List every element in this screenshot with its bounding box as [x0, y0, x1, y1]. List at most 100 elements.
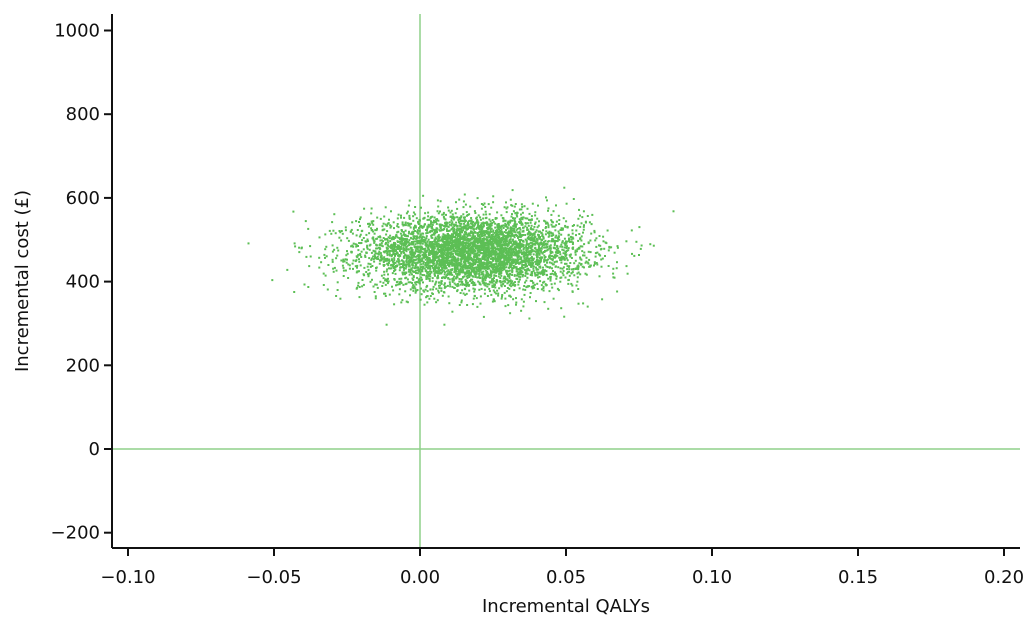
- scatter-point: [514, 212, 517, 215]
- scatter-point: [580, 263, 582, 266]
- scatter-point: [498, 272, 501, 275]
- scatter-point: [528, 269, 531, 272]
- scatter-point: [392, 236, 395, 239]
- scatter-point: [462, 206, 465, 209]
- scatter-point: [579, 225, 582, 228]
- scatter-point: [471, 266, 474, 269]
- scatter-point: [471, 242, 474, 245]
- scatter-point: [363, 266, 366, 269]
- scatter-point: [544, 220, 547, 223]
- scatter-point: [492, 230, 495, 233]
- scatter-point: [391, 258, 393, 261]
- scatter-point: [424, 212, 427, 215]
- scatter-point: [499, 252, 502, 255]
- scatter-point: [419, 233, 422, 236]
- scatter-point: [352, 259, 355, 262]
- scatter-point: [386, 247, 389, 250]
- scatter-point: [318, 256, 321, 259]
- scatter-point: [500, 244, 503, 247]
- scatter-point: [411, 277, 414, 280]
- scatter-point: [448, 259, 451, 262]
- scatter-point: [375, 283, 378, 286]
- scatter-point: [450, 238, 453, 241]
- scatter-point: [468, 245, 470, 248]
- scatter-point: [462, 240, 464, 243]
- scatter-point: [513, 289, 516, 292]
- scatter-point: [573, 224, 575, 227]
- scatter-point: [402, 264, 404, 267]
- scatter-point: [405, 235, 408, 238]
- scatter-point: [438, 263, 441, 266]
- scatter-point: [445, 248, 448, 251]
- scatter-point: [550, 234, 553, 237]
- scatter-point: [375, 243, 378, 246]
- scatter-point: [483, 255, 486, 258]
- scatter-point: [366, 238, 369, 241]
- scatter-point: [500, 270, 503, 273]
- scatter-point: [452, 279, 455, 282]
- scatter-point: [457, 235, 459, 237]
- scatter-point: [465, 266, 468, 269]
- scatter-point: [387, 280, 390, 283]
- scatter-point: [552, 234, 555, 237]
- scatter-point: [535, 256, 538, 258]
- scatter-point: [616, 245, 619, 248]
- scatter-point: [423, 303, 426, 306]
- scatter-point: [463, 245, 466, 248]
- scatter-point: [453, 282, 456, 285]
- scatter-point: [477, 214, 480, 217]
- scatter-point: [402, 260, 405, 263]
- scatter-point: [439, 262, 442, 265]
- scatter-point: [509, 198, 512, 201]
- scatter-point: [382, 281, 385, 284]
- scatter-point: [393, 261, 396, 264]
- scatter-point: [463, 263, 466, 266]
- scatter-point: [523, 251, 526, 254]
- scatter-point: [425, 254, 427, 257]
- scatter-point: [562, 270, 565, 272]
- scatter-point: [416, 266, 419, 269]
- scatter-point: [458, 304, 461, 306]
- scatter-point: [572, 237, 575, 240]
- scatter-point: [506, 240, 508, 243]
- scatter-point: [469, 244, 472, 247]
- scatter-point: [481, 245, 484, 248]
- scatter-point: [511, 274, 514, 276]
- scatter-point: [543, 219, 546, 222]
- scatter-point: [596, 263, 599, 266]
- scatter-point: [370, 207, 373, 210]
- scatter-point: [528, 242, 531, 245]
- scatter-point: [515, 241, 518, 244]
- scatter-point: [492, 285, 495, 288]
- scatter-point: [458, 273, 461, 276]
- scatter-point: [444, 223, 447, 226]
- scatter-point: [452, 248, 455, 251]
- scatter-point: [430, 265, 433, 268]
- scatter-point: [553, 225, 556, 228]
- scatter-point: [524, 281, 526, 284]
- scatter-point: [530, 259, 533, 262]
- scatter-point: [479, 302, 482, 305]
- scatter-point: [490, 253, 493, 256]
- scatter-point: [463, 259, 466, 262]
- scatter-point: [456, 274, 459, 277]
- scatter-point: [457, 270, 460, 273]
- scatter-point: [445, 221, 448, 224]
- scatter-point: [467, 248, 470, 251]
- scatter-point: [454, 283, 457, 286]
- scatter-point: [408, 199, 411, 202]
- scatter-point: [451, 264, 454, 267]
- scatter-point: [521, 275, 524, 278]
- scatter-point: [419, 242, 422, 245]
- scatter-point: [515, 303, 517, 306]
- scatter-point: [453, 268, 456, 271]
- scatter-point: [552, 246, 555, 249]
- scatter-point: [429, 230, 432, 233]
- scatter-point: [481, 257, 484, 260]
- scatter-point: [508, 277, 511, 279]
- scatter-point: [485, 244, 488, 247]
- scatter-point: [352, 245, 355, 248]
- scatter-point: [405, 300, 408, 303]
- scatter-point: [432, 258, 435, 261]
- scatter-point: [516, 243, 519, 246]
